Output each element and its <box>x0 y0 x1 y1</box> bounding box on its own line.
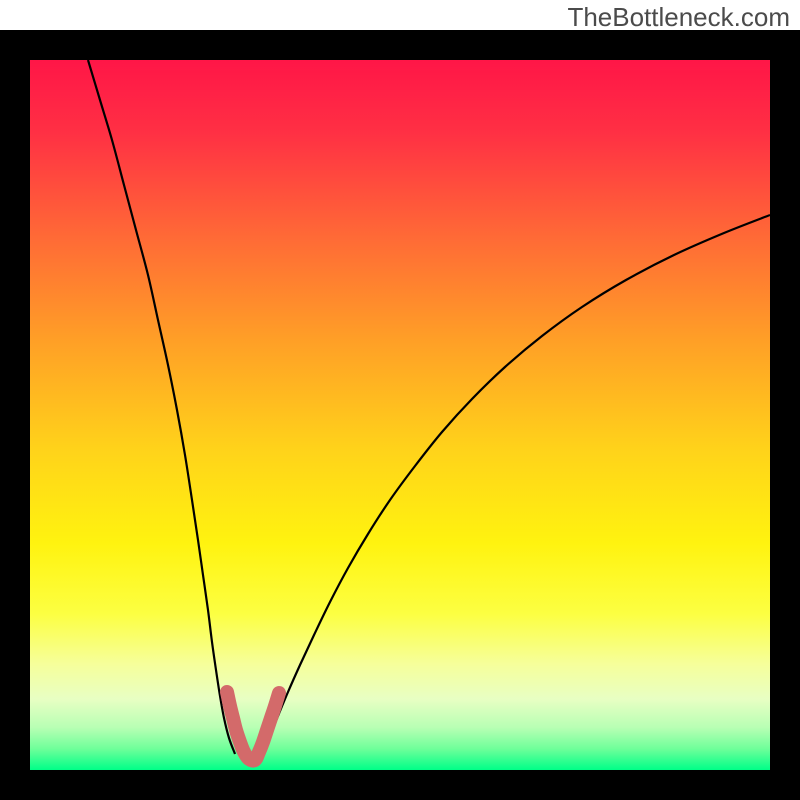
plot-background-gradient <box>30 60 770 770</box>
chart-frame: TheBottleneck.com <box>0 0 800 800</box>
chart-svg <box>0 0 800 800</box>
